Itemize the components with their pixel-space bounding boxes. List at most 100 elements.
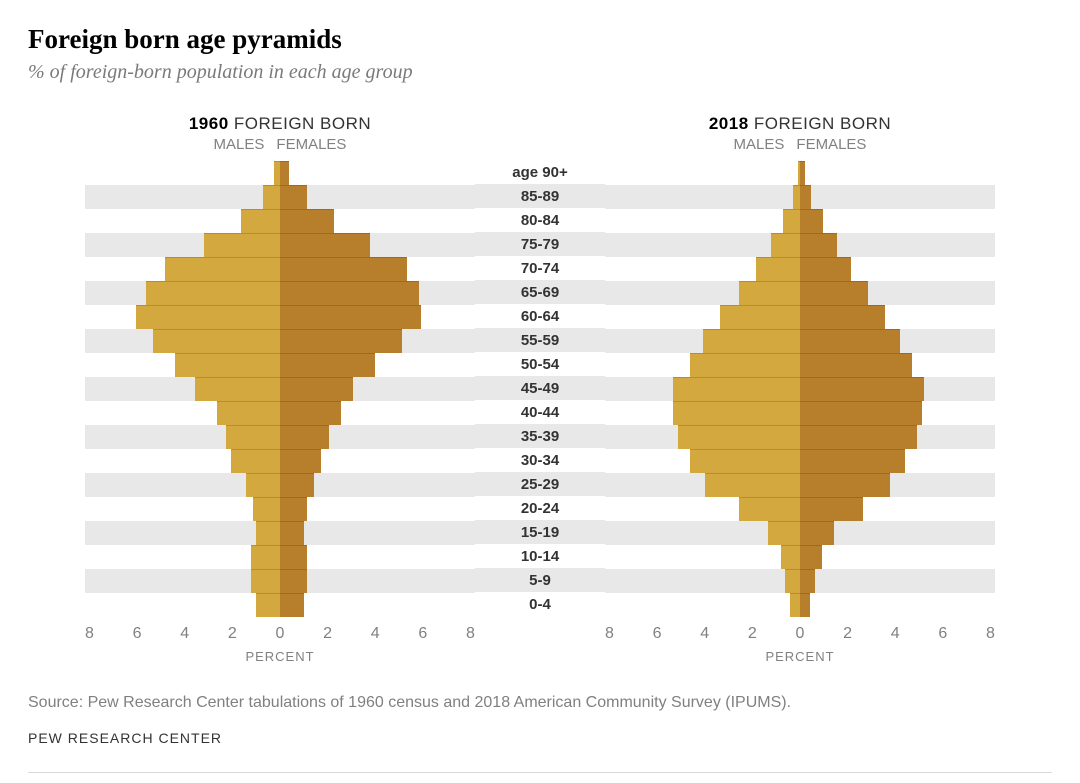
- x-tick: 2: [228, 625, 237, 643]
- female-side: [800, 353, 995, 377]
- female-side: [800, 257, 995, 281]
- female-bar: [280, 281, 419, 305]
- male-bar: [153, 329, 280, 353]
- female-bar: [800, 305, 885, 329]
- x-tick: 4: [891, 625, 900, 643]
- x-tick: 8: [605, 625, 614, 643]
- female-bar: [280, 161, 289, 185]
- age-group-label: 65-69: [475, 280, 605, 304]
- male-side: [85, 521, 280, 545]
- female-bar: [280, 377, 353, 401]
- age-group-label: 5-9: [475, 568, 605, 592]
- male-bar: [703, 329, 801, 353]
- female-bar: [280, 569, 307, 593]
- female-side: [280, 233, 475, 257]
- female-bar: [280, 425, 329, 449]
- female-side: [280, 497, 475, 521]
- pyramid-row: [605, 209, 995, 233]
- x-axis-label-1960: PERCENT: [245, 649, 314, 664]
- pyramid-row: [85, 425, 475, 449]
- male-bar: [251, 569, 280, 593]
- female-side: [280, 209, 475, 233]
- age-group-column: age 90+85-8980-8475-7970-7465-6960-6455-…: [475, 114, 605, 616]
- female-side: [800, 281, 995, 305]
- pyramid-row: [605, 377, 995, 401]
- male-bar: [217, 401, 280, 425]
- male-side: [605, 233, 800, 257]
- age-group-label: 80-84: [475, 208, 605, 232]
- x-axis-label-2018: PERCENT: [765, 649, 834, 664]
- age-group-label: 55-59: [475, 328, 605, 352]
- female-side: [280, 593, 475, 617]
- age-group-label: 30-34: [475, 448, 605, 472]
- male-bar: [673, 401, 800, 425]
- pyramid-row: [85, 593, 475, 617]
- male-side: [605, 305, 800, 329]
- female-bar: [800, 377, 924, 401]
- pyramid-row: [85, 233, 475, 257]
- male-side: [85, 473, 280, 497]
- male-bar: [793, 185, 800, 209]
- male-bar: [705, 473, 800, 497]
- pyramid-row: [85, 305, 475, 329]
- pyramid-row: [605, 233, 995, 257]
- male-bar: [690, 353, 800, 377]
- male-side: [605, 593, 800, 617]
- male-side: [85, 233, 280, 257]
- male-side: [85, 545, 280, 569]
- pyramid-row: [605, 473, 995, 497]
- female-bar: [800, 209, 823, 233]
- female-side: [280, 401, 475, 425]
- age-group-label: 40-44: [475, 400, 605, 424]
- pyramid-row: [605, 185, 995, 209]
- pyramid-row: [85, 377, 475, 401]
- pyramid-panel-2018: 2018 FOREIGN BORNMALESFEMALES864202468PE…: [605, 114, 1001, 664]
- pyramid-rows-1960: [85, 161, 475, 617]
- x-tick: 0: [276, 625, 285, 643]
- female-side: [800, 425, 995, 449]
- female-bar: [280, 257, 407, 281]
- pyramid-row: [85, 497, 475, 521]
- pyramid-row: [85, 257, 475, 281]
- female-side: [280, 281, 475, 305]
- pyramid-row: [605, 401, 995, 425]
- male-bar: [673, 377, 800, 401]
- male-bar: [165, 257, 280, 281]
- pyramid-row: [605, 257, 995, 281]
- charts-area: 1960 FOREIGN BORNMALESFEMALES864202468PE…: [28, 114, 1052, 664]
- female-bar: [280, 473, 314, 497]
- male-side: [85, 305, 280, 329]
- male-side: [85, 209, 280, 233]
- male-bar: [256, 521, 280, 545]
- pyramid-row: [85, 521, 475, 545]
- x-tick: 2: [748, 625, 757, 643]
- pyramid-row: [85, 185, 475, 209]
- chart-subtitle: % of foreign-born population in each age…: [28, 61, 1052, 84]
- pyramid-row: [605, 329, 995, 353]
- female-side: [280, 185, 475, 209]
- female-side: [280, 377, 475, 401]
- male-bar: [136, 305, 280, 329]
- male-bar: [195, 377, 280, 401]
- female-bar: [280, 185, 307, 209]
- male-side: [605, 473, 800, 497]
- age-group-label: 60-64: [475, 304, 605, 328]
- male-side: [85, 449, 280, 473]
- x-tick: 6: [133, 625, 142, 643]
- male-bar: [790, 593, 800, 617]
- female-side: [800, 473, 995, 497]
- x-tick: 8: [466, 625, 475, 643]
- male-bar: [785, 569, 800, 593]
- female-side: [800, 401, 995, 425]
- x-tick: 8: [85, 625, 94, 643]
- female-bar: [800, 449, 905, 473]
- male-side: [605, 353, 800, 377]
- male-bar: [768, 521, 800, 545]
- female-bar: [800, 569, 815, 593]
- male-side: [605, 401, 800, 425]
- female-side: [800, 329, 995, 353]
- age-group-label: 85-89: [475, 184, 605, 208]
- female-bar: [280, 305, 421, 329]
- male-side: [605, 449, 800, 473]
- x-tick: 2: [843, 625, 852, 643]
